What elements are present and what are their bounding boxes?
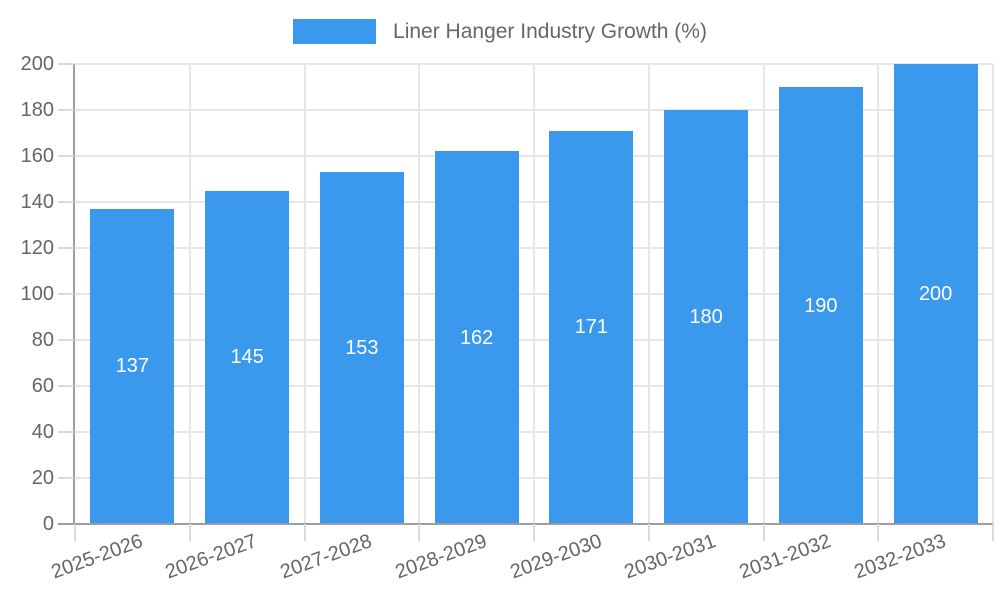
legend: Liner Hanger Industry Growth (%) [0, 19, 1000, 44]
y-axis-line [73, 64, 75, 525]
y-axis-tick [58, 63, 74, 65]
y-tick-label: 160 [20, 145, 54, 167]
gridline-vertical [877, 64, 880, 524]
bar-value-label: 162 [459, 326, 494, 349]
plot-area: 137 145 153 162 171 180 190 200 [75, 63, 994, 524]
x-axis-tick [418, 524, 421, 541]
x-axis-labels: 2025-2026 2026-2027 2027-2028 2028-2029 2029… [48, 530, 993, 600]
y-tick-label: 120 [20, 237, 54, 259]
gridline-vertical [992, 64, 994, 524]
x-tick-label: 2030-2031 [621, 530, 720, 584]
y-tick-label: 0 [42, 513, 54, 535]
bar: 190 [778, 87, 863, 524]
y-axis-tick [58, 293, 74, 295]
x-tick-label: 2027-2028 [277, 530, 376, 584]
bar-value-label: 171 [574, 316, 609, 339]
legend-swatch [293, 19, 377, 44]
gridline-vertical [762, 64, 765, 524]
bar-value-label: 145 [230, 346, 264, 369]
legend-label: Liner Hanger Industry Growth (%) [393, 20, 707, 43]
x-axis-tick [533, 524, 535, 541]
bar-value-label: 137 [115, 355, 150, 378]
y-tick-label: 140 [20, 191, 54, 213]
x-tick-label: 2026-2027 [162, 530, 261, 584]
x-tick-label: 2032-2033 [851, 530, 949, 584]
gridline-vertical [188, 64, 191, 524]
y-tick-label: 40 [31, 421, 54, 443]
y-tick-label: 80 [31, 329, 54, 351]
x-axis-tick [188, 524, 191, 541]
y-axis-labels: 0 20 40 60 80 100 120 140 160 180 200 [0, 54, 58, 534]
y-axis-tick [58, 385, 74, 387]
y-axis-tick [58, 477, 74, 479]
bar-value-label: 190 [804, 294, 838, 317]
bar: 171 [549, 130, 634, 524]
y-axis-tick [58, 247, 74, 249]
y-axis-tick [58, 109, 74, 111]
y-tick-label: 200 [20, 53, 54, 75]
y-axis-tick [58, 201, 74, 203]
bar: 200 [893, 64, 978, 524]
x-axis-tick [877, 524, 880, 541]
x-axis-tick [74, 524, 76, 541]
y-tick-label: 20 [31, 467, 54, 489]
x-axis-tick [992, 524, 994, 541]
bar-value-label: 200 [918, 283, 953, 305]
bar: 145 [205, 190, 290, 524]
gridline-vertical [647, 64, 650, 524]
x-axis-tick [303, 524, 306, 541]
bar: 137 [90, 208, 175, 524]
x-tick-label: 2031-2032 [736, 530, 835, 584]
bar-value-label: 153 [345, 337, 379, 360]
gridline-vertical [533, 64, 535, 524]
gridline-vertical [303, 64, 306, 524]
y-axis-tick [58, 155, 74, 157]
bar: 180 [664, 110, 749, 524]
y-axis-tick [58, 339, 74, 341]
x-tick-label: 2025-2026 [48, 530, 146, 584]
x-tick-label: 2028-2029 [392, 530, 490, 584]
bar-value-label: 180 [689, 306, 723, 328]
y-axis-tick [58, 431, 74, 433]
gridline-vertical [418, 64, 421, 524]
bar: 162 [434, 151, 519, 524]
x-axis-tick [647, 524, 650, 541]
y-tick-label: 100 [20, 283, 54, 305]
x-axis-tick [762, 524, 765, 541]
y-tick-label: 180 [20, 99, 54, 121]
bar: 153 [319, 172, 404, 524]
y-tick-label: 60 [31, 375, 54, 397]
x-axis-line [58, 523, 993, 525]
x-tick-label: 2029-2030 [507, 530, 605, 584]
